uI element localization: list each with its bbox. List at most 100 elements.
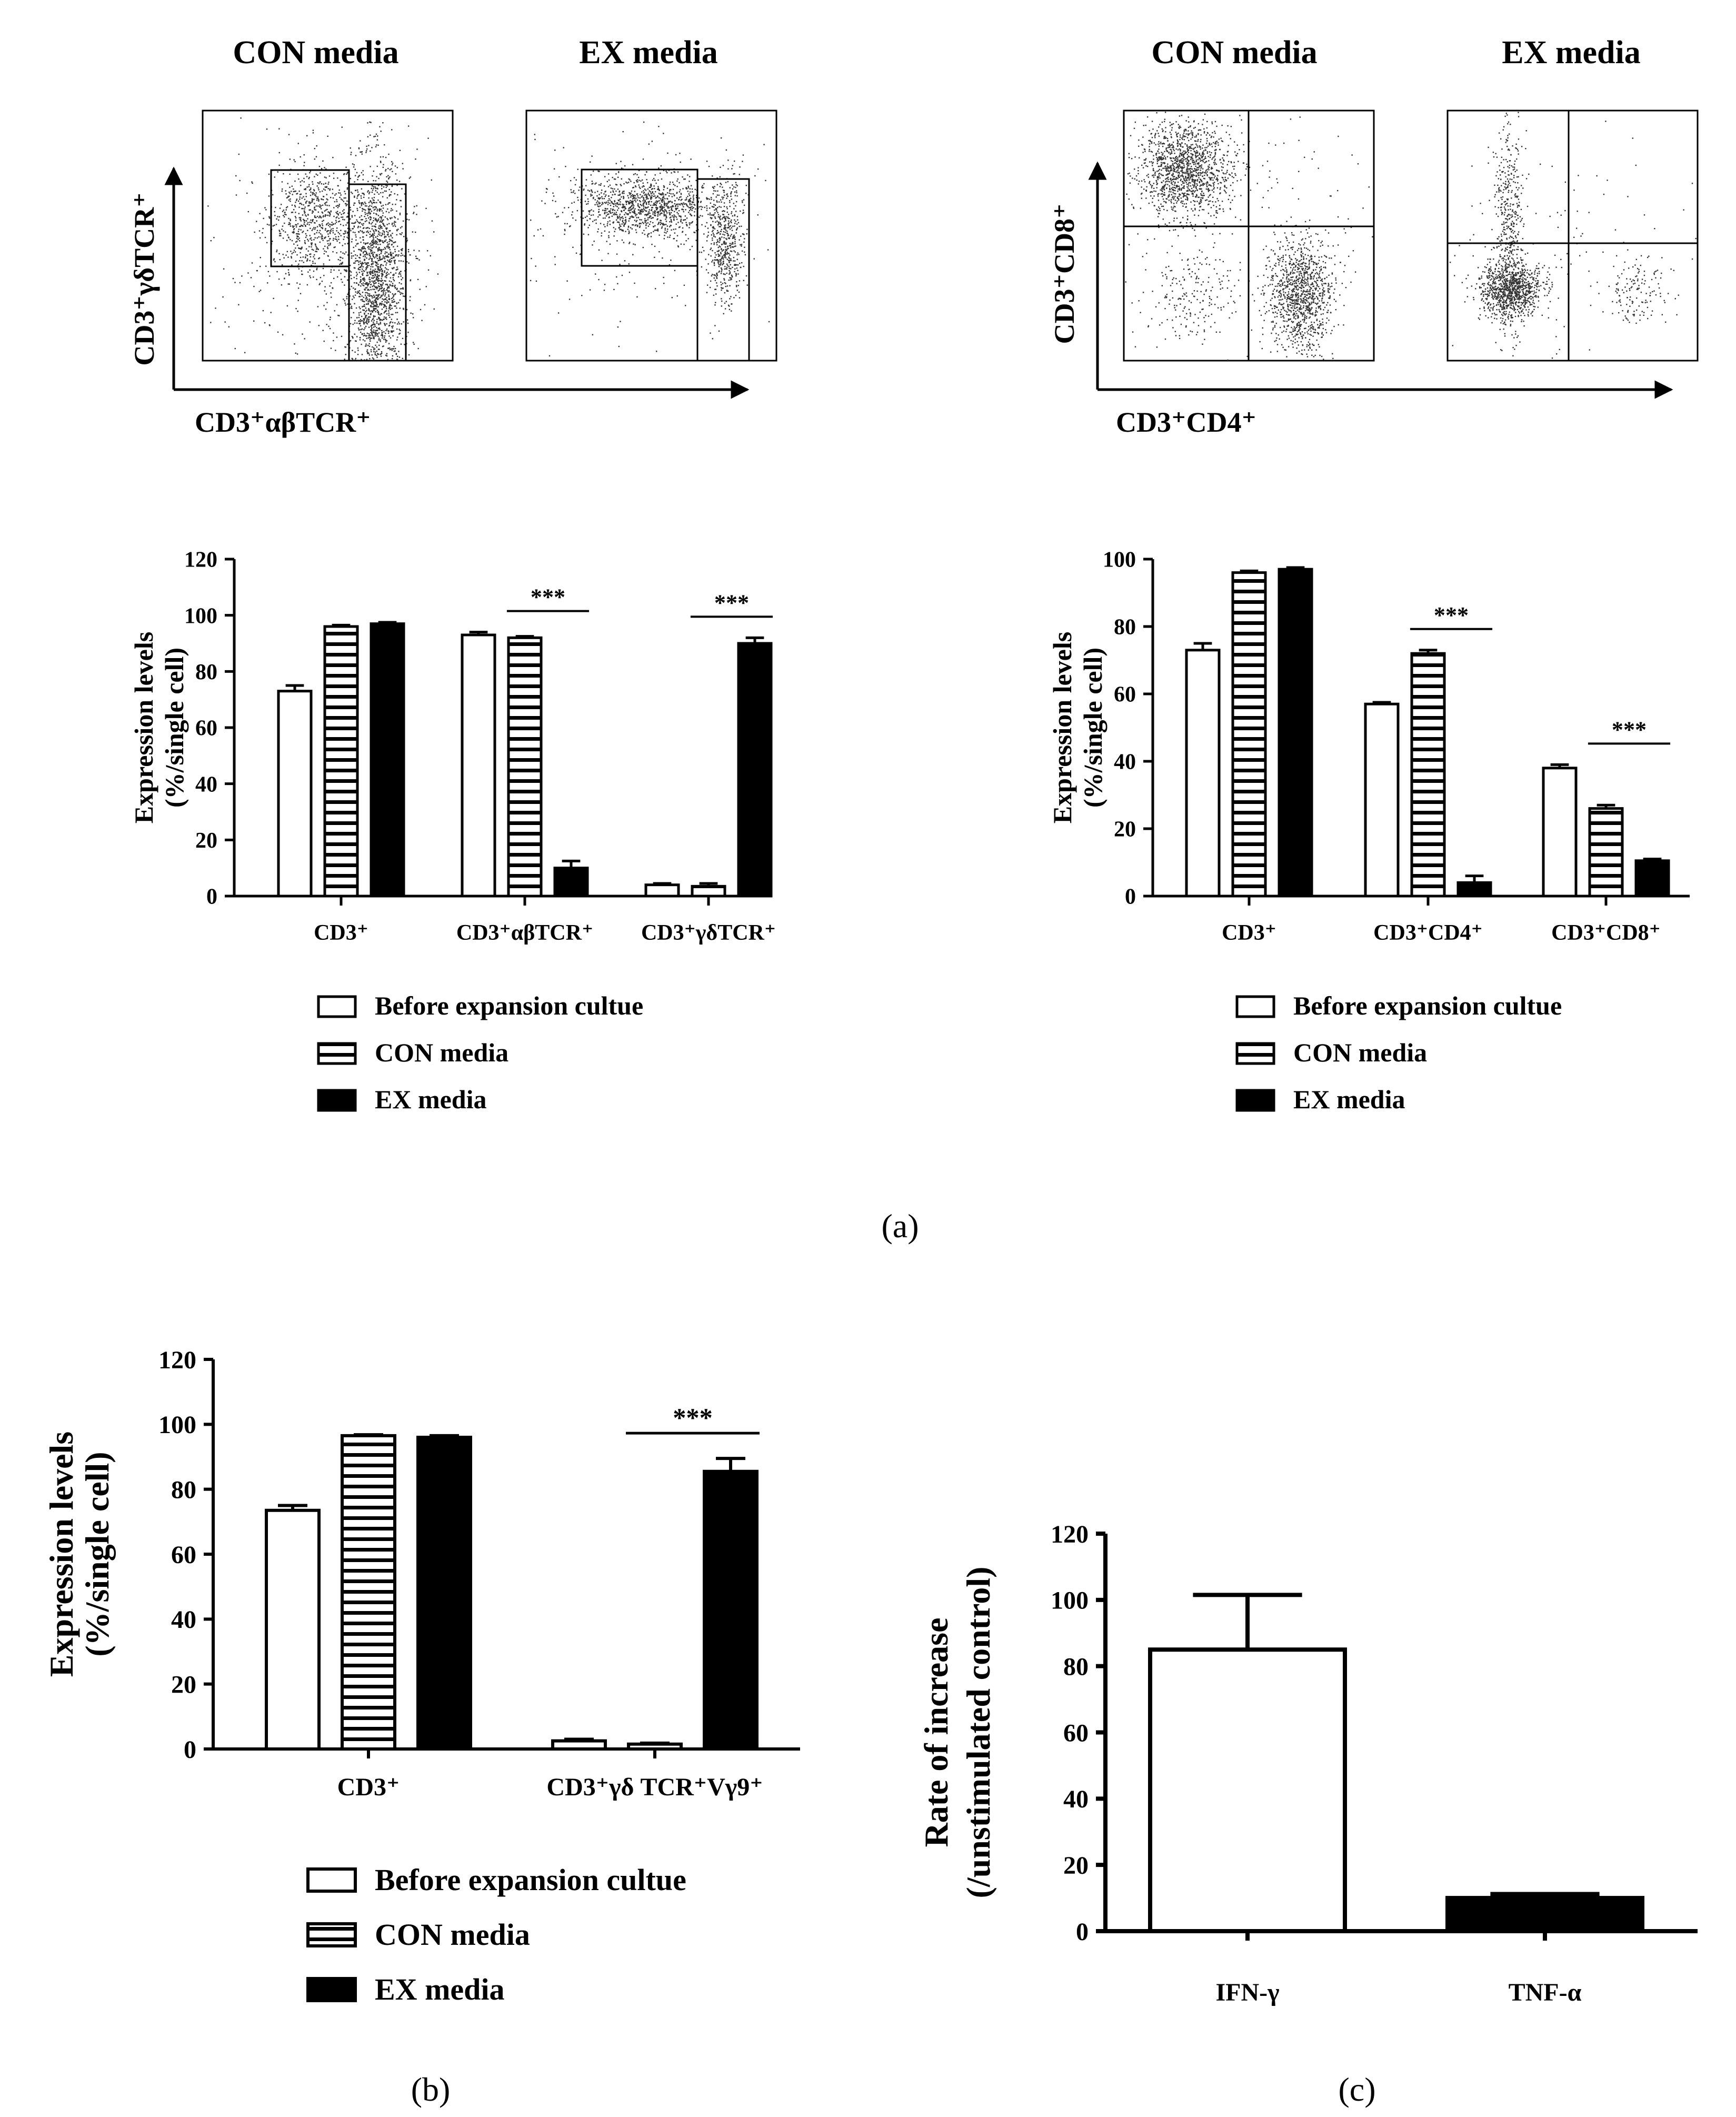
event-dot [677, 222, 679, 223]
event-dot [368, 310, 370, 311]
event-dot [400, 255, 402, 256]
event-dot [555, 213, 556, 215]
event-dot [379, 329, 381, 330]
event-dot [719, 245, 720, 247]
event-dot [341, 198, 342, 200]
event-dot [376, 254, 378, 255]
event-dot [384, 267, 386, 269]
event-dot [537, 229, 539, 231]
event-dot [303, 196, 304, 198]
event-dot [661, 198, 663, 200]
event-dot [606, 241, 607, 242]
event-dot [689, 181, 690, 182]
event-dot [376, 192, 378, 193]
event-dot [366, 317, 368, 320]
event-dot [722, 190, 724, 191]
event-dot [350, 177, 352, 180]
event-dot [391, 129, 393, 131]
event-dot [360, 241, 362, 243]
event-dot [377, 250, 379, 252]
event-dot [312, 221, 313, 222]
event-dot [278, 230, 280, 231]
event-dot [382, 319, 384, 321]
event-dot [1165, 147, 1167, 149]
event-dot [372, 242, 374, 244]
event-dot [661, 194, 663, 196]
event-dot [302, 232, 303, 233]
event-dot [724, 251, 726, 252]
event-dot [388, 343, 390, 344]
event-dot [315, 249, 317, 250]
event-dot [636, 225, 638, 227]
event-dot [1226, 187, 1228, 189]
event-dot [584, 216, 586, 218]
event-dot [1152, 197, 1154, 200]
event-dot [650, 236, 652, 237]
event-dot [302, 207, 304, 210]
event-dot [544, 203, 546, 204]
event-dot [641, 219, 642, 221]
event-dot [358, 222, 360, 223]
event-dot [373, 326, 375, 328]
event-dot [1154, 171, 1156, 173]
event-dot [676, 218, 678, 220]
event-dot [380, 266, 382, 269]
event-dot [714, 259, 715, 261]
event-dot [362, 174, 364, 176]
event-dot [729, 261, 730, 263]
event-dot [1221, 140, 1223, 142]
event-dot [367, 230, 368, 232]
event-dot [304, 240, 306, 242]
event-dot [376, 276, 378, 277]
event-dot [655, 182, 657, 184]
event-dot [647, 192, 650, 194]
event-dot [394, 286, 396, 289]
event-dot [382, 234, 383, 235]
event-dot [666, 192, 669, 194]
event-dot [247, 211, 249, 213]
event-dot [652, 204, 654, 206]
event-dot [694, 204, 696, 206]
event-dot [613, 221, 615, 223]
event-dot [388, 306, 390, 308]
event-dot [1184, 153, 1185, 155]
event-dot [625, 220, 627, 222]
event-dot [340, 273, 342, 274]
event-dot [395, 221, 396, 223]
event-dot [689, 191, 691, 193]
event-dot [343, 213, 344, 214]
event-dot [633, 212, 635, 213]
event-dot [400, 273, 402, 275]
event-dot [307, 258, 308, 260]
event-dot [724, 266, 726, 267]
event-dot [305, 173, 306, 175]
event-dot [356, 172, 358, 174]
flow-right-plot-ex [1446, 110, 1699, 362]
event-dot [609, 224, 611, 225]
event-dot [315, 205, 317, 207]
event-dot [344, 300, 345, 302]
event-dot [361, 343, 362, 345]
event-dot [253, 320, 255, 322]
event-dot [669, 181, 671, 183]
event-dot [373, 196, 375, 198]
event-dot [646, 234, 648, 236]
event-dot [725, 237, 727, 240]
event-dot [363, 196, 365, 198]
event-dot [666, 225, 669, 227]
event-dot [392, 237, 393, 238]
event-dot [373, 255, 374, 257]
event-dot [721, 287, 723, 289]
event-dot [594, 204, 596, 206]
event-dot [644, 201, 646, 202]
event-dot [381, 277, 382, 280]
event-dot [370, 306, 372, 307]
event-dot [644, 214, 646, 216]
event-dot [309, 260, 311, 262]
event-dot [640, 210, 642, 211]
event-dot [669, 264, 671, 266]
event-dot [395, 293, 396, 295]
event-dot [714, 252, 716, 254]
event-dot [377, 294, 379, 296]
